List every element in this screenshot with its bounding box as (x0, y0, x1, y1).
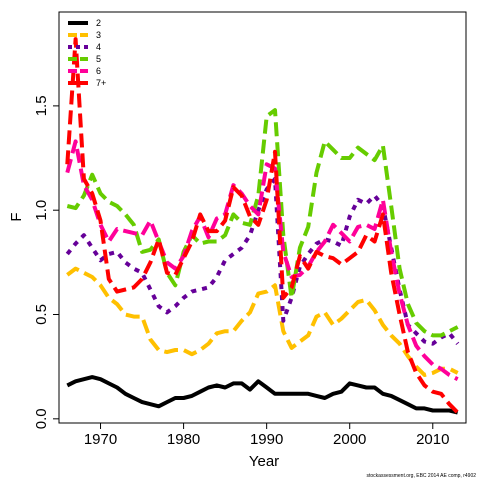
y-tick-label: 1.5 (33, 95, 50, 116)
legend-label: 4 (96, 42, 101, 52)
series-layer (65, 37, 460, 415)
plot-frame (58, 11, 467, 424)
footnote: stockassessment.org, EBC 2014 AE comp, r… (367, 473, 477, 479)
series-line-2 (66, 375, 459, 415)
legend-label: 6 (96, 66, 101, 76)
series-line-4 (65, 176, 460, 346)
x-tick-label: 1980 (167, 431, 200, 448)
x-axis-title: Year (249, 453, 279, 470)
legend: 2 3 4 5 6 7+ (68, 18, 106, 88)
legend-label: 7+ (96, 78, 106, 88)
x-tick-label: 2000 (333, 431, 366, 448)
legend-label: 3 (96, 30, 101, 40)
series-line-5 (66, 108, 459, 338)
y-tick-label: 1.0 (33, 200, 50, 221)
legend-label: 5 (96, 54, 101, 64)
x-tick-label: 2010 (416, 431, 449, 448)
series-line-6 (65, 139, 459, 381)
x-tick-label: 1970 (84, 431, 117, 448)
x-tick-label: 1990 (250, 431, 283, 448)
legend-label: 2 (96, 18, 101, 28)
y-axis-title: F (8, 212, 25, 221)
y-tick-label: 0.0 (33, 408, 50, 429)
series-line-3 (66, 266, 459, 377)
y-axis: 0.0 0.5 1.0 1.5 (33, 95, 59, 429)
y-tick-label: 0.5 (33, 304, 50, 325)
x-axis: 1970 1980 1990 2000 2010 (84, 423, 449, 448)
series-line-7plus (65, 37, 460, 415)
